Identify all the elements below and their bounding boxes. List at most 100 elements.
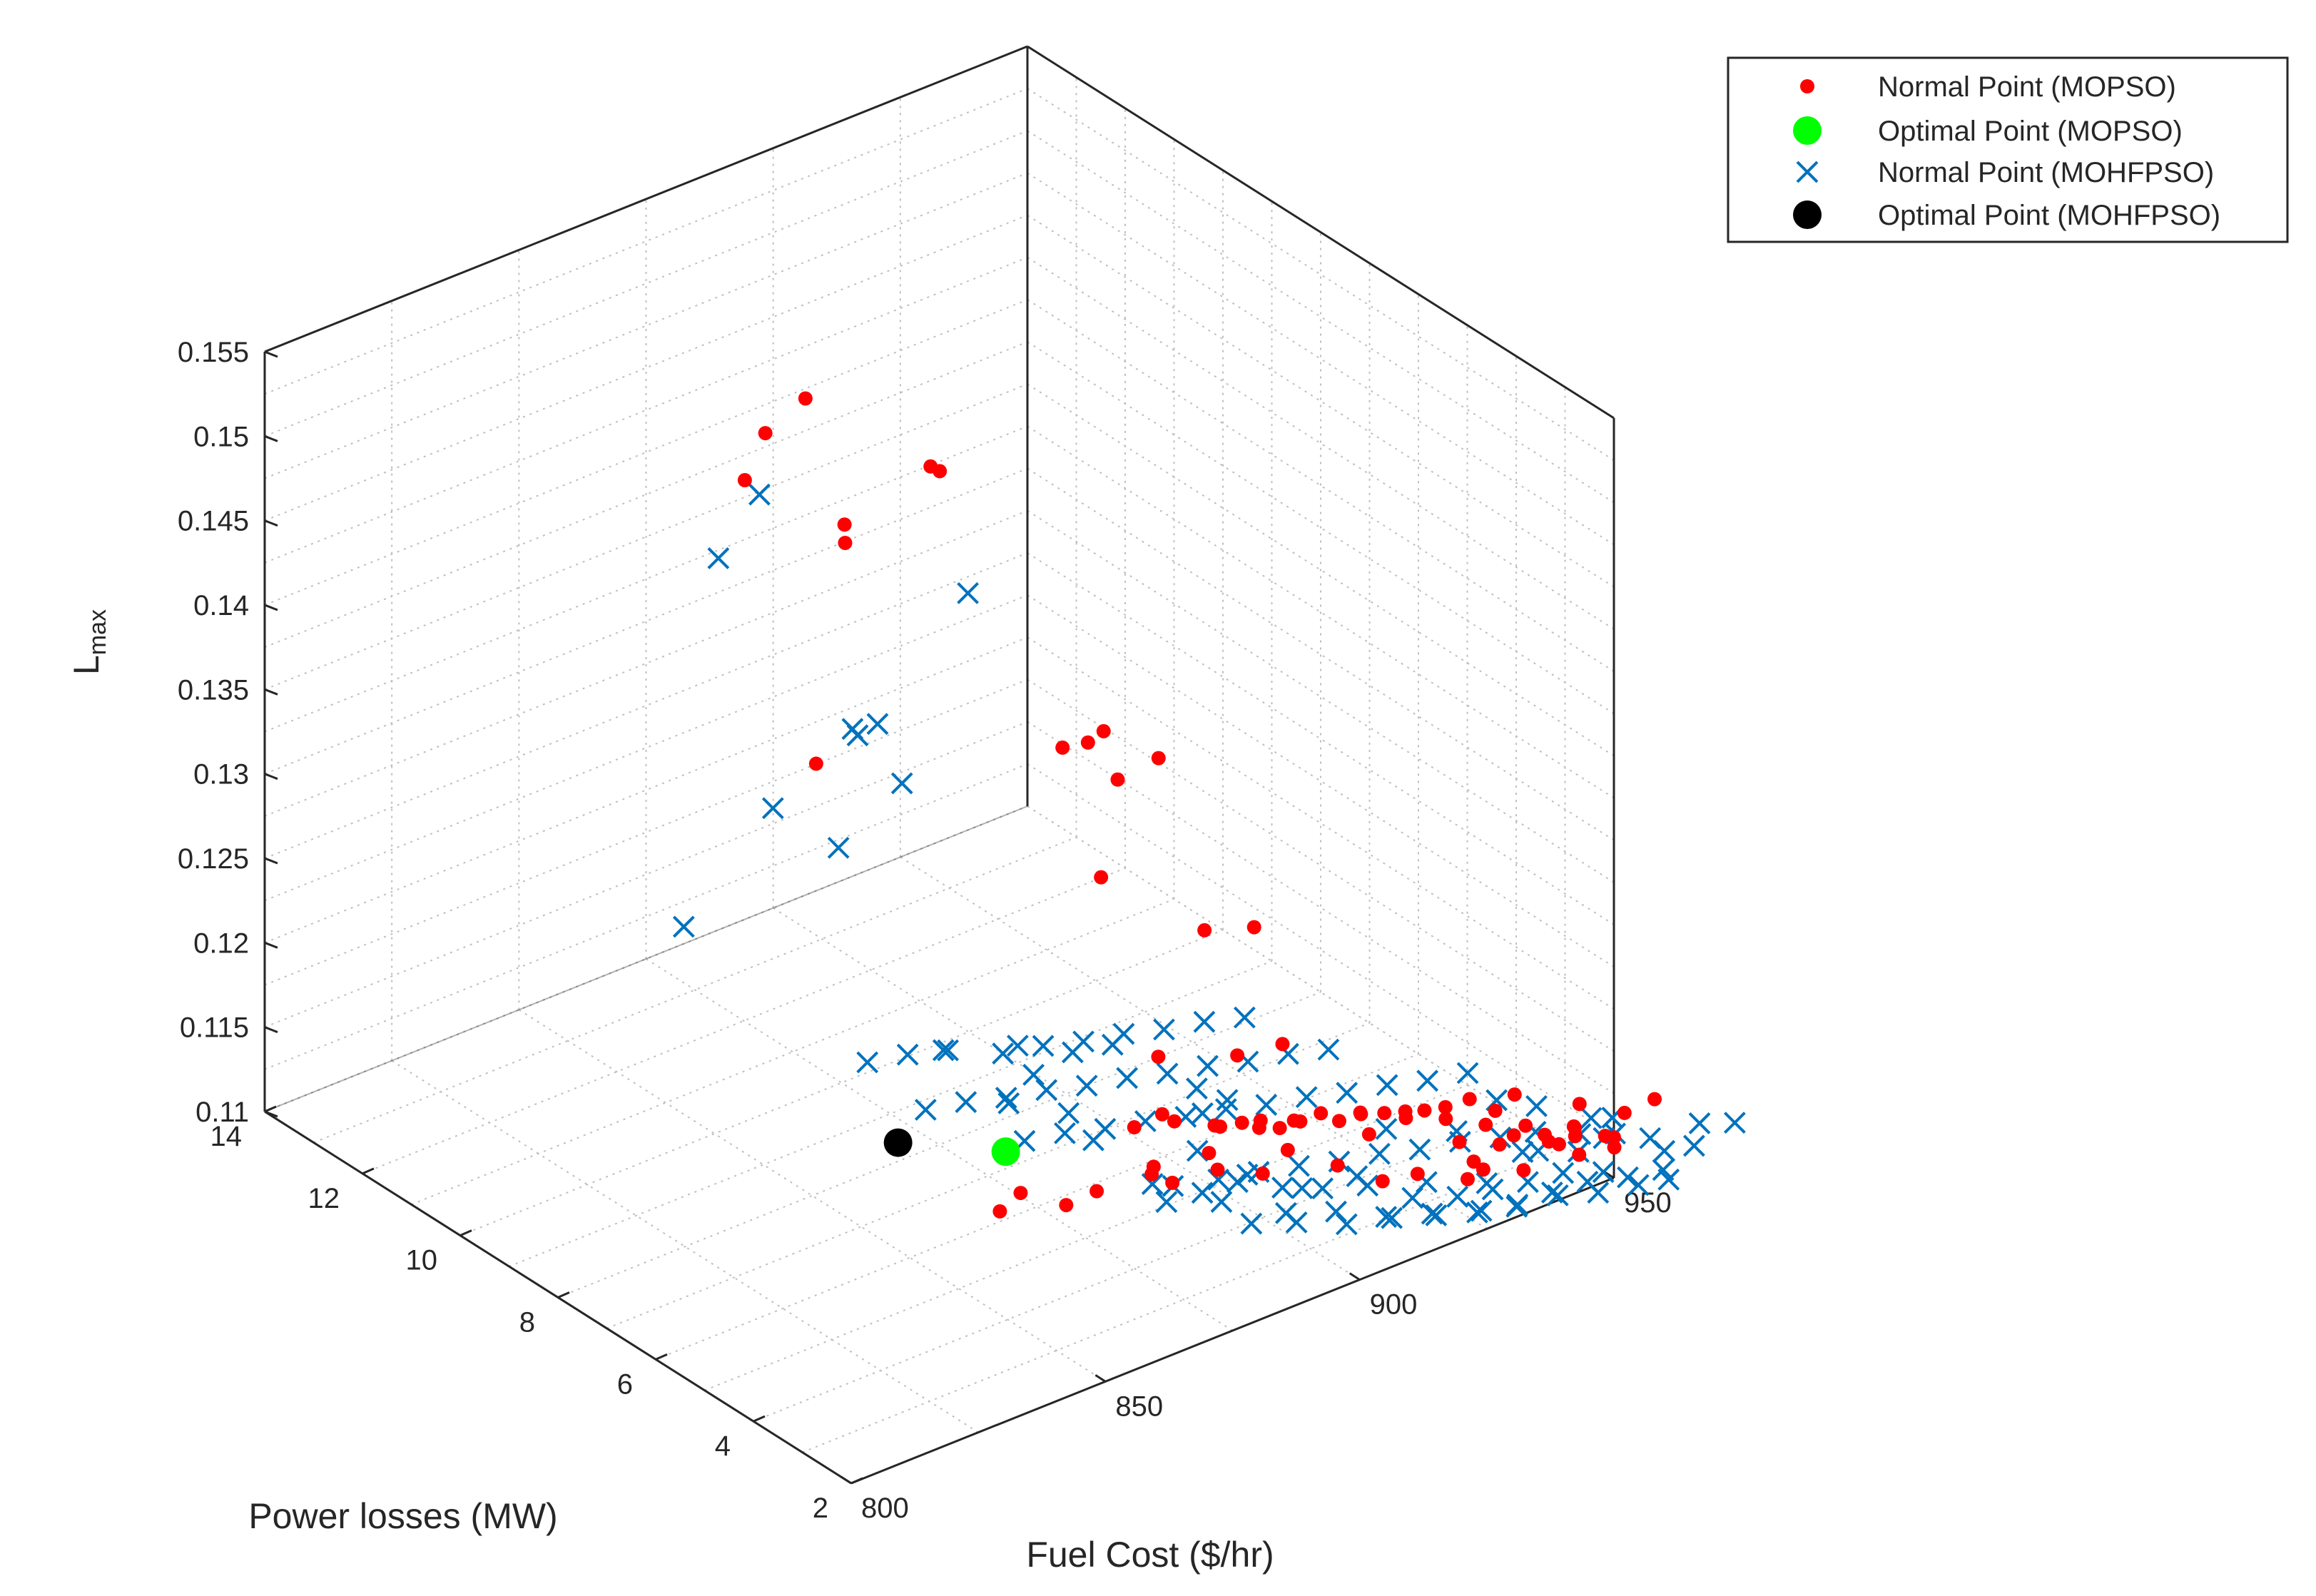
data-point-dot xyxy=(1478,1117,1493,1132)
data-point-dot xyxy=(1476,1162,1490,1177)
grid-line-wall-z2 xyxy=(1027,130,1615,504)
data-point-dot xyxy=(1280,1142,1295,1157)
data-point-x xyxy=(1335,1213,1358,1236)
data-point-x xyxy=(992,1042,1015,1065)
grid-line-floor-y xyxy=(606,1022,1370,1329)
grid-line-floor-y xyxy=(753,1115,1517,1423)
data-point-dot xyxy=(1647,1092,1662,1107)
legend-marker-optimal-mohfpso xyxy=(1793,200,1822,229)
z-tick-mark xyxy=(264,604,278,611)
grid-line-wall-z2 xyxy=(1027,341,1615,715)
data-point-x xyxy=(1421,1202,1443,1225)
data-point-x xyxy=(1153,1018,1175,1041)
data-point-x xyxy=(1155,1191,1178,1214)
data-point-x xyxy=(1226,1171,1249,1194)
data-point-x xyxy=(1197,1054,1219,1077)
data-point-x xyxy=(957,581,979,604)
data-point-dot xyxy=(992,1204,1007,1219)
data-point-dot xyxy=(798,391,813,406)
data-point-x xyxy=(1274,1201,1297,1224)
grid-line-wall-z xyxy=(264,299,1028,606)
x-tick-label: 850 xyxy=(1115,1391,1163,1422)
legend-box xyxy=(1727,56,2289,243)
data-point-x xyxy=(866,713,889,736)
data-point-x xyxy=(1156,1062,1179,1085)
legend[interactable]: Normal Point (MOPSO) Optimal Point (MOPS… xyxy=(1727,56,2289,243)
y-axis-label: Power losses (MW) xyxy=(248,1496,557,1536)
grid-line-wall-z2 xyxy=(1027,467,1615,841)
data-point-x xyxy=(1185,1077,1208,1100)
x-tick-mark xyxy=(1094,1374,1107,1383)
data-point-dot xyxy=(1197,922,1212,937)
data-point-dot xyxy=(1488,1103,1503,1118)
data-point-dot xyxy=(1314,1106,1329,1121)
grid-line-wall-z2 xyxy=(1027,256,1615,630)
grid-line-floor-x xyxy=(900,856,1488,1230)
data-point-x xyxy=(1576,1170,1599,1193)
data-point-dot xyxy=(1572,1097,1587,1112)
data-point-x xyxy=(1336,1082,1358,1104)
z-tick-mark xyxy=(264,857,278,865)
data-point-x xyxy=(1425,1204,1448,1226)
box-edge xyxy=(1027,45,1615,420)
data-point-x xyxy=(1214,1098,1237,1121)
data-point-x xyxy=(1288,1154,1310,1177)
data-point-x xyxy=(1723,1112,1746,1134)
chart-grid xyxy=(264,46,1615,1484)
y-tick-label: 2 xyxy=(813,1493,828,1524)
data-point-x xyxy=(1191,1102,1214,1124)
data-point-x xyxy=(1401,1186,1424,1209)
x-tick-label: 800 xyxy=(861,1493,909,1524)
grid-line-wall-z2 xyxy=(1027,509,1615,883)
data-point-dot xyxy=(1275,1037,1290,1052)
data-point-x xyxy=(1466,1201,1488,1224)
legend-label-1: Optimal Point (MOPSO) xyxy=(1878,116,2183,147)
data-point-x xyxy=(707,547,730,569)
z-tick-mark xyxy=(264,773,278,781)
grid-line-wall-z2 xyxy=(1027,214,1615,588)
legend-label-3: Optimal Point (MOHFPSO) xyxy=(1878,200,2220,231)
y-tick-mark xyxy=(655,1353,668,1361)
grid-line-wall-z2 xyxy=(1027,383,1615,757)
data-point-dot xyxy=(1165,1175,1180,1190)
box-edge xyxy=(264,805,1028,1112)
data-point-x xyxy=(1546,1184,1569,1206)
grid-line-wall-z2 xyxy=(1027,299,1615,672)
data-point-dot xyxy=(758,426,773,441)
data-point-x xyxy=(1375,1117,1398,1140)
data-point-dot xyxy=(1055,740,1070,755)
grid-line-wall-z xyxy=(264,425,1028,733)
data-point-x xyxy=(1627,1174,1650,1196)
grid-line-floor-x xyxy=(645,958,1234,1331)
data-point-x xyxy=(1191,1181,1214,1204)
data-point-dot xyxy=(1398,1104,1413,1119)
z-tick-label: 0.15 xyxy=(193,421,249,452)
data-point-dot xyxy=(1151,751,1166,766)
data-point-x xyxy=(1317,1038,1340,1061)
legend-entry-2: Normal Point (MOHFPSO) xyxy=(1796,157,2214,188)
z-tick-label: 0.115 xyxy=(180,1012,249,1044)
z-axis-label-sub: max xyxy=(84,609,111,655)
z-tick-label: 0.135 xyxy=(178,674,249,706)
y-tick-label: 10 xyxy=(406,1245,438,1276)
axes-box xyxy=(263,45,1615,1485)
data-point-dot xyxy=(737,473,752,488)
data-point-dot xyxy=(1507,1087,1522,1102)
data-point-x xyxy=(1193,1010,1216,1033)
data-point-x xyxy=(932,1039,955,1062)
data-point-x xyxy=(1456,1062,1479,1084)
grid-line-floor-x xyxy=(518,1009,1106,1383)
data-point-dot xyxy=(1518,1118,1533,1133)
z-tick-label: 0.13 xyxy=(193,759,249,791)
series-1 xyxy=(991,1137,1020,1166)
box-edge xyxy=(850,1176,1615,1485)
z-axis-label: Lmax xyxy=(66,609,111,675)
data-point-dot xyxy=(1598,1129,1612,1144)
data-point-dot xyxy=(1096,723,1111,738)
grid-line-wall-z xyxy=(264,721,1028,1028)
grid-line-wall-z2 xyxy=(1027,552,1615,925)
data-point-x xyxy=(1035,1079,1058,1102)
series-3 xyxy=(883,1128,913,1157)
z-tick-label: 0.145 xyxy=(178,506,249,537)
data-point-dot xyxy=(1127,1120,1142,1135)
